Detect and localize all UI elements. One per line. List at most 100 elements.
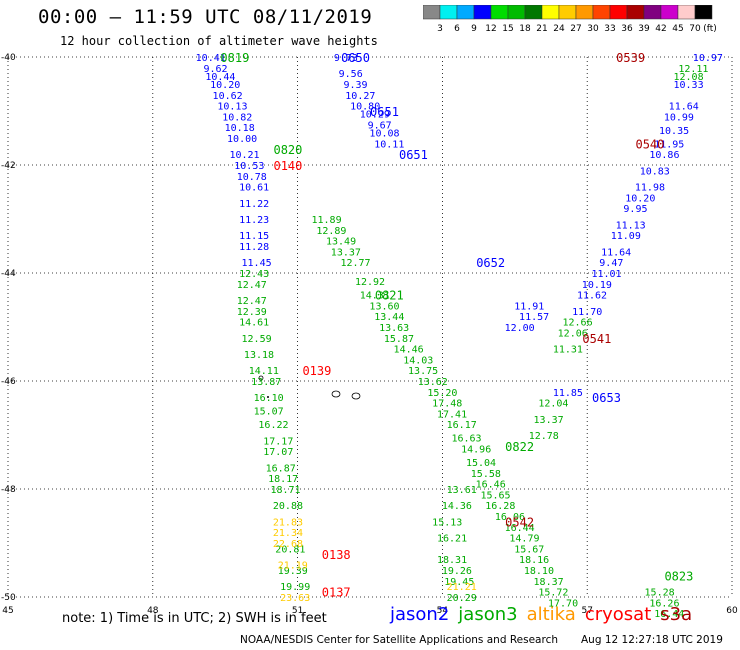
pass-time-label: 0541 [582, 332, 611, 346]
wave-height-label: 11.28 [239, 242, 269, 253]
wave-height-label: 13.62 [418, 377, 448, 388]
colorbar-swatch [694, 5, 713, 20]
page-title: 00:00 – 11:59 UTC 08/11/2019 [38, 6, 373, 28]
wave-height-label: 13.37 [534, 415, 564, 426]
wave-height-label: 18.16 [519, 555, 549, 566]
colorbar-tick-label: (ft) [703, 24, 717, 34]
wave-height-label: 23.63 [280, 593, 310, 604]
pass-time-label: 0651 [370, 105, 399, 119]
wave-height-label: 16.10 [254, 393, 284, 404]
y-tick-label: -48 [1, 485, 16, 495]
wave-height-label: 12.47 [237, 296, 267, 307]
wave-height-label: 11.22 [239, 199, 269, 210]
wave-height-label: 16.26 [649, 598, 679, 609]
colorbar-tick-label: 45 [672, 24, 683, 34]
wave-height-label: 9.47 [599, 258, 623, 269]
pass-time-label: 0822 [505, 440, 534, 454]
colorbar-tick-label: 30 [587, 24, 599, 34]
wave-height-label: 12.59 [242, 334, 272, 345]
wave-height-label: 10.99 [664, 112, 694, 123]
wave-height-label: 9.67 [368, 121, 392, 132]
colorbar-tick-label: 36 [621, 24, 633, 34]
wave-height-label: 10.80 [350, 102, 380, 113]
wave-height-label: 15.28 [645, 588, 675, 599]
wave-height-label: 10.20 [210, 80, 240, 91]
y-tick-label: -40 [1, 53, 16, 63]
pass-time-label: 0821 [375, 289, 404, 303]
colorbar-tick-label: 3 [437, 24, 443, 34]
x-tick-label: 57 [581, 606, 592, 616]
wave-height-label: 14.46 [394, 345, 424, 356]
wave-height-label: 19.26 [442, 566, 472, 577]
satellite-legend: jason2 jason3 altika cryosat s3a [390, 604, 701, 625]
wave-height-label: 10.08 [369, 129, 399, 140]
colorbar-tick-label: 6 [454, 24, 460, 34]
wave-height-label: 16.17 [447, 420, 477, 431]
wave-height-label: 16.21 [437, 534, 467, 545]
series-jason3: 12.4312.4712.4712.3914.6112.5913.1814.11… [237, 64, 709, 620]
wave-height-label: 21.21 [447, 582, 477, 593]
wave-height-label: 17.07 [263, 447, 293, 458]
colorbar-tick-label: 39 [638, 24, 650, 34]
legend-item-altika: altika [526, 604, 576, 625]
y-tick-label: -42 [1, 161, 16, 171]
chart-subtitle: 12 hour collection of altimeter wave hei… [60, 34, 378, 48]
wave-height-label: 10.18 [225, 123, 255, 134]
wave-height-label: 11.85 [553, 388, 583, 399]
x-tick-label: 48 [147, 606, 159, 616]
colorbar-tick-label: 15 [502, 24, 513, 34]
wave-height-label: 15.72 [538, 588, 568, 599]
colorbar-tick-label: 18 [519, 24, 531, 34]
colorbar-tick-label: 70 [689, 24, 701, 34]
wave-height-label: 17.48 [432, 399, 462, 410]
wave-height-label: 11.09 [611, 231, 641, 242]
wave-height-label: 10.19 [582, 280, 612, 291]
wave-height-label: 15.67 [514, 544, 544, 555]
wave-height-label: 16.22 [258, 420, 288, 431]
wave-height-label: 12.39 [237, 307, 267, 318]
wave-height-label: 20.81 [275, 544, 305, 555]
wave-height-label: 12.04 [538, 399, 568, 410]
wave-height-label: 10.00 [227, 134, 257, 145]
wave-height-label: 16.28 [485, 501, 515, 512]
pass-time-label: 0138 [322, 548, 351, 562]
wave-height-label: 10.33 [674, 80, 704, 91]
wave-height-label: 11.64 [669, 102, 699, 113]
wave-height-label: 16.63 [451, 434, 481, 445]
pass-time-label: 0653 [592, 391, 621, 405]
wave-height-label: 11.15 [239, 231, 269, 242]
wave-height-label: 11.13 [616, 220, 646, 231]
pass-time-label: 0140 [273, 159, 302, 173]
grid [7, 56, 733, 598]
wave-height-label: 10.35 [659, 126, 689, 137]
colorbar-tick-label: 9 [471, 24, 477, 34]
wave-height-label: 18.37 [534, 577, 564, 588]
wave-height-label: 10.83 [640, 166, 670, 177]
wave-height-label: 10.29 [360, 110, 390, 121]
wave-height-label: 16.06 [495, 512, 525, 523]
colorbar-tick-label: 33 [604, 24, 615, 34]
legend-item-jason3: jason3 [458, 604, 518, 625]
wave-height-label: 20.29 [447, 593, 477, 604]
wave-height-label: 11.57 [519, 312, 549, 323]
colorbar-tick-label: 42 [655, 24, 666, 34]
wave-height-label: 12.43 [239, 269, 269, 280]
wave-height-label: 10.44 [205, 72, 235, 83]
pass-time-label: 0651 [399, 148, 428, 162]
pass-time-label: 0139 [302, 364, 331, 378]
x-tick-label: 54 [437, 606, 449, 616]
wave-height-label: 10.20 [625, 193, 655, 204]
x-tick-label: 60 [726, 606, 738, 616]
y-tick-label: -46 [1, 377, 16, 387]
wave-height-label: 13.44 [374, 312, 404, 323]
wave-height-label: 11.23 [239, 215, 269, 226]
wave-height-label: 22.68 [273, 539, 303, 550]
wave-height-label: 15.65 [480, 490, 510, 501]
wave-height-label: 13.75 [408, 366, 438, 377]
wave-height-label: 20.88 [273, 501, 303, 512]
wave-height-label: 21.19 [278, 561, 308, 572]
wave-height-label: 13.37 [331, 247, 361, 258]
credit-text: NOAA/NESDIS Center for Satellite Applica… [240, 634, 558, 646]
